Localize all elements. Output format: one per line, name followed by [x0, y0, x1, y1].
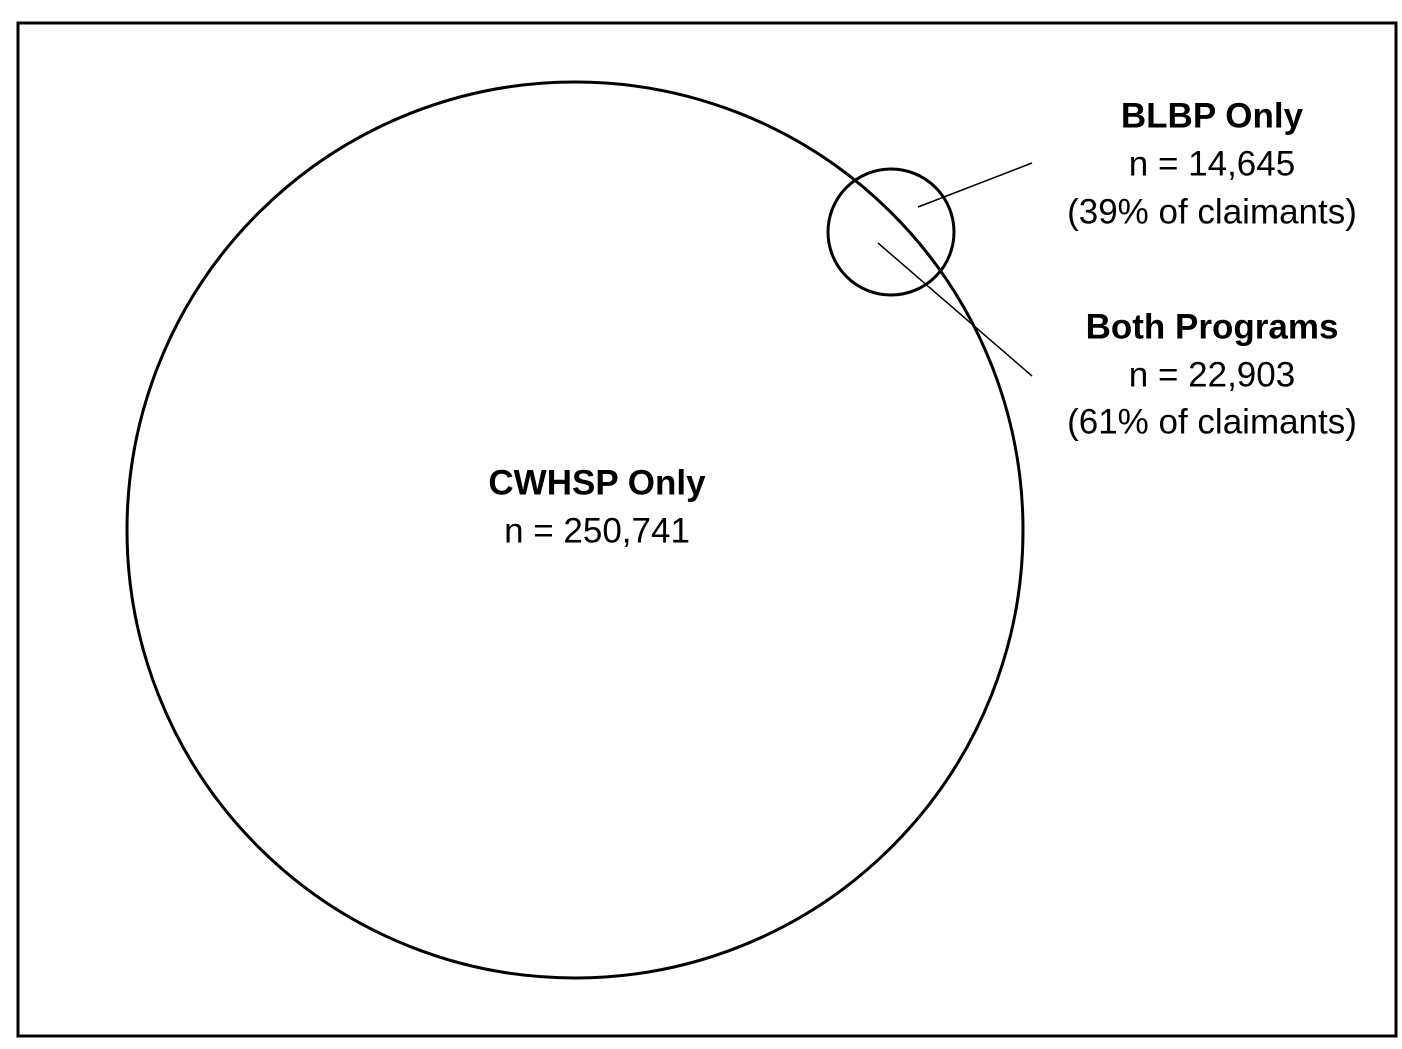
- leader-line: [877, 242, 1033, 377]
- leader-line: [917, 162, 1033, 208]
- region-share: (61% of claimants): [1067, 402, 1357, 441]
- region-name: Both Programs: [1086, 307, 1339, 346]
- region-count: n = 22,903: [1129, 355, 1295, 394]
- region-name: BLBP Only: [1121, 96, 1304, 135]
- region-name: CWHSP Only: [488, 463, 706, 502]
- frame: [16, 21, 1398, 1038]
- region-count: n = 14,645: [1129, 144, 1295, 183]
- region-count: n = 250,741: [504, 511, 690, 550]
- blbp-circle: [826, 167, 956, 297]
- cwhsp-circle: [125, 80, 1025, 980]
- region-share: (39% of claimants): [1067, 192, 1357, 231]
